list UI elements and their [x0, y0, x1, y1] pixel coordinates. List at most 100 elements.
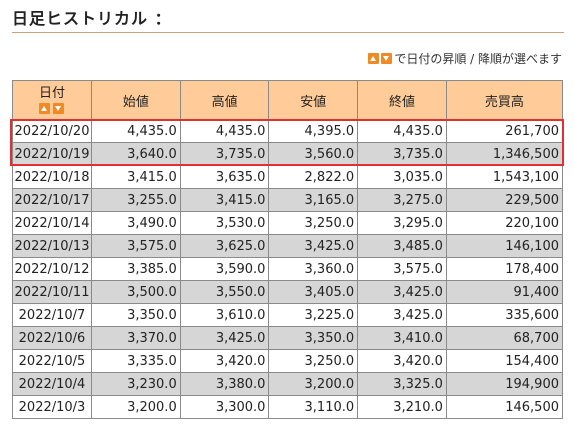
- cell-date: 2022/10/6: [12, 326, 92, 350]
- table-row: 2022/10/3 3,200.0 3,300.0 3,110.0 3,210.0 146…: [12, 395, 564, 419]
- sort-note-text: で日付の昇順 / 降順が選べます: [394, 52, 562, 66]
- cell-date: 2022/10/18: [12, 165, 92, 189]
- cell-high: 3,380.0: [179, 372, 270, 396]
- sort-note: で日付の昇順 / 降順が選べます: [368, 50, 562, 67]
- cell-low: 3,360.0: [268, 257, 359, 281]
- cell-high: 3,590.0: [179, 257, 270, 281]
- column-header-open: 始値: [91, 80, 181, 120]
- cell-open: 3,385.0: [91, 257, 181, 281]
- cell-close: 4,435.0: [357, 119, 447, 143]
- cell-close: 3,410.0: [357, 326, 447, 350]
- cell-volume: 178,400: [445, 257, 564, 281]
- cell-date: 2022/10/20: [12, 119, 92, 143]
- table-row: 2022/10/13 3,575.0 3,625.0 3,425.0 3,485.0 14…: [12, 234, 564, 258]
- cell-high: 3,735.0: [179, 142, 270, 166]
- cell-high: 3,425.0: [179, 326, 270, 350]
- cell-close: 3,210.0: [357, 395, 447, 419]
- cell-high: 4,435.0: [179, 119, 270, 143]
- sort-asc-button-icon[interactable]: [39, 102, 50, 114]
- cell-open: 3,370.0: [91, 326, 181, 350]
- cell-close: 3,485.0: [357, 234, 447, 258]
- table-header-row: 日付 始値 高値 安値 終値 売買高: [12, 80, 564, 120]
- cell-low: 3,110.0: [268, 395, 359, 419]
- cell-open: 3,490.0: [91, 211, 181, 235]
- column-header-date-label: 日付: [38, 85, 65, 101]
- cell-close: 3,275.0: [357, 188, 447, 212]
- table-row: 2022/10/17 3,255.0 3,415.0 3,165.0 3,275.0 22…: [12, 188, 564, 212]
- table-row: 2022/10/11 3,500.0 3,550.0 3,405.0 3,425.0 91…: [12, 280, 564, 304]
- page-title: 日足ヒストリカル ：: [12, 6, 564, 33]
- cell-volume: 220,100: [445, 211, 564, 235]
- cell-high: 3,420.0: [179, 349, 270, 373]
- cell-date: 2022/10/13: [12, 234, 92, 258]
- cell-volume: 91,400: [445, 280, 564, 304]
- cell-low: 3,250.0: [268, 211, 359, 235]
- sort-desc-button-icon[interactable]: [53, 102, 64, 114]
- cell-volume: 146,500: [445, 395, 564, 419]
- cell-open: 3,575.0: [91, 234, 181, 258]
- date-sort-controls: [13, 102, 91, 114]
- cell-open: 3,230.0: [91, 372, 181, 396]
- cell-high: 3,530.0: [179, 211, 270, 235]
- cell-low: 3,560.0: [268, 142, 359, 166]
- cell-open: 3,335.0: [91, 349, 181, 373]
- column-header-low: 安値: [268, 80, 359, 120]
- cell-open: 3,200.0: [91, 395, 181, 419]
- cell-open: 3,640.0: [91, 142, 181, 166]
- cell-close: 3,420.0: [357, 349, 447, 373]
- table-row: 2022/10/19 3,640.0 3,735.0 3,560.0 3,735.0 1,…: [12, 142, 564, 166]
- cell-volume: 68,700: [445, 326, 564, 350]
- cell-close: 3,735.0: [357, 142, 447, 166]
- table-body: 2022/10/20 4,435.0 4,435.0 4,395.0 4,435.0 26…: [12, 119, 564, 419]
- sort-up-icon: [368, 53, 380, 64]
- historical-table: 日付 始値 高値 安値 終値 売買高 2022/10/20 4,435.0 4,43…: [12, 80, 564, 419]
- table-row: 2022/10/4 3,230.0 3,380.0 3,200.0 3,325.0 194…: [12, 372, 564, 396]
- cell-close: 3,035.0: [357, 165, 447, 189]
- cell-date: 2022/10/19: [12, 142, 92, 166]
- cell-open: 3,255.0: [91, 188, 181, 212]
- cell-volume: 335,600: [445, 303, 564, 327]
- cell-low: 3,200.0: [268, 372, 359, 396]
- cell-high: 3,300.0: [179, 395, 270, 419]
- table-row: 2022/10/6 3,370.0 3,425.0 3,350.0 3,410.0 68,…: [12, 326, 564, 350]
- column-header-date: 日付: [12, 80, 92, 120]
- cell-low: 3,405.0: [268, 280, 359, 304]
- cell-open: 3,500.0: [91, 280, 181, 304]
- cell-date: 2022/10/5: [12, 349, 92, 373]
- cell-low: 4,395.0: [268, 119, 359, 143]
- cell-date: 2022/10/14: [12, 211, 92, 235]
- cell-close: 3,575.0: [357, 257, 447, 281]
- cell-close: 3,425.0: [357, 303, 447, 327]
- cell-date: 2022/10/7: [12, 303, 92, 327]
- cell-close: 3,325.0: [357, 372, 447, 396]
- cell-low: 3,350.0: [268, 326, 359, 350]
- cell-close: 3,425.0: [357, 280, 447, 304]
- column-header-high: 高値: [179, 80, 270, 120]
- cell-close: 3,295.0: [357, 211, 447, 235]
- table-row: 2022/10/7 3,350.0 3,610.0 3,225.0 3,425.0 335…: [12, 303, 564, 327]
- cell-volume: 1,543,100: [445, 165, 564, 189]
- cell-high: 3,415.0: [179, 188, 270, 212]
- cell-open: 4,435.0: [91, 119, 181, 143]
- table-row: 2022/10/14 3,490.0 3,530.0 3,250.0 3,295.0 22…: [12, 211, 564, 235]
- cell-volume: 146,100: [445, 234, 564, 258]
- table-row: 2022/10/20 4,435.0 4,435.0 4,395.0 4,435.0 26…: [12, 119, 564, 143]
- cell-open: 3,415.0: [91, 165, 181, 189]
- cell-date: 2022/10/12: [12, 257, 92, 281]
- cell-low: 3,165.0: [268, 188, 359, 212]
- cell-low: 2,822.0: [268, 165, 359, 189]
- cell-low: 3,250.0: [268, 349, 359, 373]
- cell-high: 3,635.0: [179, 165, 270, 189]
- table-row: 2022/10/5 3,335.0 3,420.0 3,250.0 3,420.0 154…: [12, 349, 564, 373]
- column-header-volume: 売買高: [445, 80, 564, 120]
- cell-date: 2022/10/17: [12, 188, 92, 212]
- column-header-close: 終値: [357, 80, 447, 120]
- cell-volume: 1,346,500: [445, 142, 564, 166]
- cell-high: 3,625.0: [179, 234, 270, 258]
- cell-date: 2022/10/11: [12, 280, 92, 304]
- table-row: 2022/10/12 3,385.0 3,590.0 3,360.0 3,575.0 17…: [12, 257, 564, 281]
- cell-high: 3,610.0: [179, 303, 270, 327]
- cell-open: 3,350.0: [91, 303, 181, 327]
- cell-date: 2022/10/4: [12, 372, 92, 396]
- cell-volume: 261,700: [445, 119, 564, 143]
